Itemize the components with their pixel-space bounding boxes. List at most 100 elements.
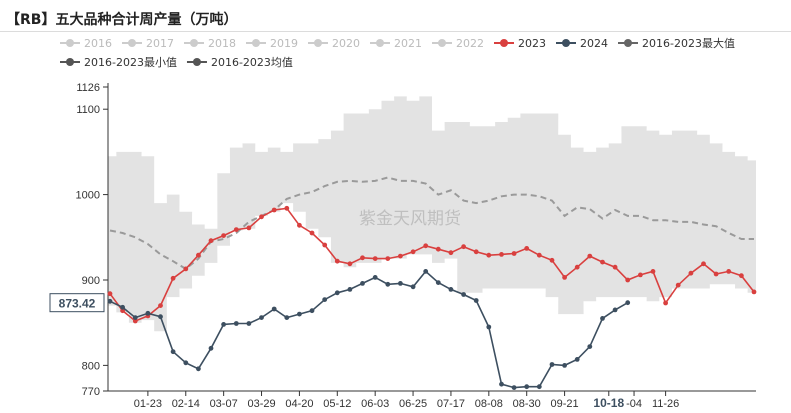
data-point-2023 xyxy=(398,253,403,259)
legend-item-2021[interactable]: 2021 xyxy=(370,37,422,50)
data-point-2024 xyxy=(486,324,492,330)
data-point-2023 xyxy=(196,252,201,258)
data-point-2023 xyxy=(612,264,618,270)
data-point-2024 xyxy=(246,321,252,326)
data-point-2023 xyxy=(536,252,542,258)
data-point-2023 xyxy=(663,300,668,306)
x-tick-label: 07-17 xyxy=(437,398,465,410)
legend-item-2016[interactable]: 2016 xyxy=(60,37,112,50)
legend-item-2020[interactable]: 2020 xyxy=(308,37,360,50)
data-point-2023 xyxy=(385,256,391,261)
data-point-2023 xyxy=(208,238,214,244)
legend-item-2016-2023均值[interactable]: 2016-2023均值 xyxy=(186,56,293,69)
data-point-2023 xyxy=(726,269,732,274)
legend-swatch-dot xyxy=(66,39,74,47)
x-tick-label: 05-12 xyxy=(323,398,351,410)
data-point-2024 xyxy=(536,384,542,390)
y-tick-label: 1126 xyxy=(76,82,100,94)
legend-label: 2021 xyxy=(394,37,422,50)
data-point-2024 xyxy=(587,344,593,349)
legend-label: 2016-2023均值 xyxy=(211,56,293,69)
legend-item-2024[interactable]: 2024 xyxy=(556,37,608,50)
x-tick-label: 08-30 xyxy=(513,398,541,410)
legend-swatch-dot xyxy=(128,39,136,47)
data-point-2024 xyxy=(600,316,605,321)
data-point-2024 xyxy=(448,287,454,292)
data-point-2023 xyxy=(562,275,567,280)
legend-label: 2017 xyxy=(146,37,174,50)
data-point-2023 xyxy=(511,251,517,256)
data-point-2024 xyxy=(511,385,517,390)
data-point-2023 xyxy=(499,252,504,257)
data-point-2023 xyxy=(448,250,454,256)
legend-item-2016-2023最小值[interactable]: 2016-2023最小值 xyxy=(60,56,177,69)
data-point-2024 xyxy=(625,300,631,306)
data-point-2023 xyxy=(107,291,113,297)
x-tick-label: 11-26 xyxy=(652,398,679,410)
data-point-2024 xyxy=(170,349,176,355)
x-tick-label: -04 xyxy=(626,398,642,410)
legend-label: 2016-2023最大值 xyxy=(642,36,735,50)
data-point-2024 xyxy=(461,292,466,297)
y-tick-label: 770 xyxy=(82,386,100,398)
legend-swatch-dot xyxy=(314,39,322,47)
range-band-max-min xyxy=(108,96,756,332)
series-line-avg xyxy=(109,176,754,271)
legend-swatch-dot xyxy=(252,39,260,47)
x-tick-label: 02-14 xyxy=(172,398,200,410)
data-point-2024 xyxy=(347,287,353,292)
data-point-2023 xyxy=(347,261,353,267)
current-value-box xyxy=(49,293,105,313)
data-point-2024 xyxy=(132,315,138,320)
data-point-2024 xyxy=(221,322,227,327)
legend-label: 2018 xyxy=(208,37,236,50)
data-point-2024 xyxy=(183,360,189,366)
data-point-2024 xyxy=(334,290,340,296)
data-point-2024 xyxy=(423,269,429,274)
data-point-2023 xyxy=(246,225,252,231)
legend-item-2023[interactable]: 2023 xyxy=(494,37,546,50)
x-tick-label: 04-20 xyxy=(285,398,313,410)
data-point-2023 xyxy=(713,271,719,277)
data-point-2024 xyxy=(398,281,403,286)
x-tick-label: 06-03 xyxy=(361,398,389,410)
data-point-2023 xyxy=(372,256,378,261)
data-point-2023 xyxy=(587,253,593,259)
legend-item-2022[interactable]: 2022 xyxy=(432,37,484,50)
legend-swatch-dot xyxy=(500,39,508,47)
data-point-2023 xyxy=(170,275,176,281)
legend-swatch-dot xyxy=(190,39,198,47)
legend-item-2018[interactable]: 2018 xyxy=(184,37,236,50)
data-point-2024 xyxy=(612,307,618,313)
y-tick-label: 900 xyxy=(82,275,100,287)
data-point-2024 xyxy=(574,357,580,362)
data-point-2024 xyxy=(410,284,416,290)
legend-label: 2024 xyxy=(580,37,608,50)
data-point-2024 xyxy=(549,362,555,367)
data-point-2023 xyxy=(638,272,643,278)
legend-label: 2016 xyxy=(84,37,112,50)
chart-title: 【RB】五大品种合计周产量（万吨） xyxy=(6,12,238,28)
data-point-2024 xyxy=(259,315,264,320)
x-tick-label: 09-21 xyxy=(551,398,579,410)
legend-item-2017[interactable]: 2017 xyxy=(122,37,174,50)
data-point-2024 xyxy=(360,281,365,286)
data-point-2023 xyxy=(739,273,744,279)
data-point-2023 xyxy=(259,214,264,220)
data-point-2024 xyxy=(372,275,378,280)
data-point-2024 xyxy=(435,280,441,285)
legend-label: 2016-2023最小值 xyxy=(84,56,177,69)
legend-item-2019[interactable]: 2019 xyxy=(246,37,298,50)
legend-item-2016-2023最大值[interactable]: 2016-2023最大值 xyxy=(618,36,735,50)
data-point-2024 xyxy=(473,298,479,303)
x-tick-label: 08-08 xyxy=(475,398,503,410)
data-point-2023 xyxy=(650,269,656,274)
data-point-2023 xyxy=(360,255,365,261)
data-point-2024 xyxy=(385,281,391,287)
legend-swatch-dot xyxy=(376,39,384,47)
data-point-2023 xyxy=(322,242,328,248)
x-tick-label: 03-29 xyxy=(247,398,275,410)
data-point-2023 xyxy=(334,258,340,264)
data-point-2023 xyxy=(435,246,441,252)
